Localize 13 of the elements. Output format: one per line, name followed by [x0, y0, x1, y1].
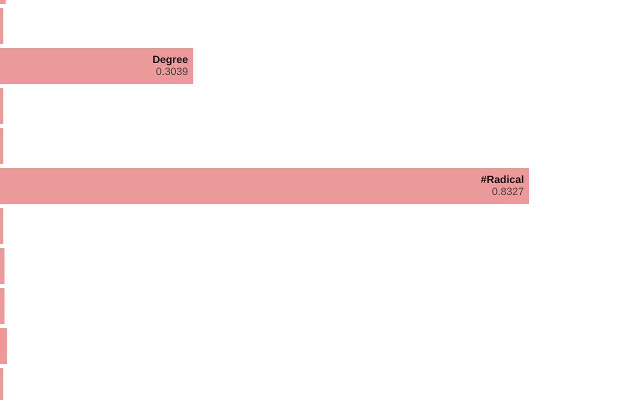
bar [0, 88, 4, 124]
bar [0, 208, 4, 244]
bar [0, 8, 4, 44]
data-label: 0.8327 [492, 186, 524, 198]
bar [0, 48, 194, 84]
bar [0, 328, 7, 364]
bar [0, 248, 4, 284]
bar [0, 168, 529, 204]
data-label: 0.3039 [156, 66, 188, 78]
bar [0, 288, 4, 324]
y-tick-label: #Radical [480, 174, 524, 186]
bar [0, 128, 4, 164]
y-tick-label: Degree [152, 54, 188, 66]
